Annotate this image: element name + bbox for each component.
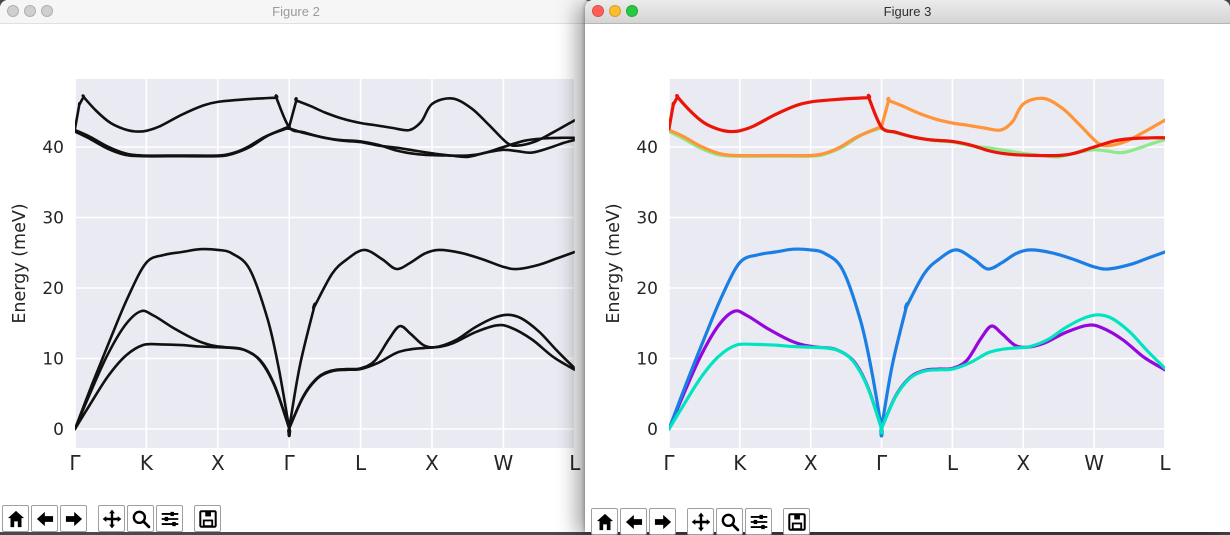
figure3-plot-canvas[interactable]: 0 10 20 30 40 Γ K X Γ L X W L Energy (meV) <box>585 0 1230 532</box>
zoom-button <box>41 5 53 17</box>
zoom-button[interactable] <box>626 5 638 17</box>
x-tick-label: L <box>947 451 959 475</box>
close-button <box>7 5 19 17</box>
x-tick-label: L <box>569 451 581 475</box>
minimize-button[interactable] <box>609 5 621 17</box>
figure2-titlebar[interactable]: Figure 2 <box>0 0 592 24</box>
arrow-right-icon <box>65 511 82 526</box>
figure2-toolbar <box>2 505 223 532</box>
move-arrows-icon <box>691 512 710 531</box>
toolbar-zoom-to-rect-button[interactable] <box>127 505 154 532</box>
y-tick-label: 30 <box>636 209 658 229</box>
home-icon <box>7 510 24 527</box>
band-LA <box>75 247 575 438</box>
magnifier-icon <box>132 510 150 528</box>
window-title: Figure 3 <box>883 4 932 19</box>
floppy-disk-icon <box>198 509 217 528</box>
y-tick-label: 10 <box>42 350 64 370</box>
x-tick-label: L <box>355 451 367 475</box>
figure2-plot-canvas[interactable]: 0 10 20 30 40 Γ K X Γ L X W L Energy (meV) <box>0 0 592 532</box>
home-icon <box>596 513 613 530</box>
close-button[interactable] <box>592 5 604 17</box>
toolbar-configure-subplots-button[interactable] <box>745 508 772 535</box>
band-TO2 <box>669 96 1165 158</box>
figure3-window: 0 10 20 30 40 Γ K X Γ L X W L Energy (meV) Figure 3 <box>585 0 1230 535</box>
band-LO <box>669 93 1165 158</box>
figure2-window: 0 10 20 30 40 Γ K X Γ L X W L Energy (meV) Figure 2 <box>0 0 592 532</box>
x-tick-label: L <box>1159 451 1171 475</box>
arrow-left-icon <box>625 514 642 529</box>
band-TO2 <box>75 96 575 157</box>
y-tick-label: 10 <box>636 350 658 370</box>
toolbar-configure-subplots-button[interactable] <box>156 505 183 532</box>
arrow-left-icon <box>36 511 53 526</box>
magnifier-icon <box>721 513 739 531</box>
minimize-button <box>24 5 36 17</box>
y-tick-label: 30 <box>42 209 64 229</box>
toolbar-back-button[interactable] <box>620 508 647 535</box>
y-tick-label: 40 <box>636 138 658 158</box>
band-TA1 <box>75 313 575 435</box>
toolbar-save-button[interactable] <box>783 508 810 535</box>
x-tick-label: W <box>494 451 514 475</box>
x-tick-label: X <box>211 451 225 475</box>
sliders-icon <box>750 514 767 529</box>
x-tick-label: Γ <box>284 451 296 475</box>
toolbar-pan-button[interactable] <box>687 508 714 535</box>
x-tick-label: W <box>1084 451 1104 475</box>
band-LA <box>669 247 1165 438</box>
sliders-icon <box>161 511 178 526</box>
axis-labels: 0 10 20 30 40 Γ K X Γ L X W L Energy (meV) <box>604 138 1171 475</box>
toolbar-home-button[interactable] <box>2 505 29 532</box>
toolbar-forward-button[interactable] <box>649 508 676 535</box>
x-tick-label: Γ <box>876 451 888 475</box>
x-tick-label: X <box>804 451 818 475</box>
y-tick-label: 0 <box>647 420 658 440</box>
band-LO <box>75 94 575 157</box>
toolbar-forward-button[interactable] <box>60 505 87 532</box>
toolbar-home-button[interactable] <box>591 508 618 535</box>
floppy-disk-icon <box>787 512 806 531</box>
axis-labels: 0 10 20 30 40 Γ K X Γ L X W L Energy (meV) <box>10 138 581 475</box>
toolbar-back-button[interactable] <box>31 505 58 532</box>
arrow-right-icon <box>654 514 671 529</box>
x-tick-label: Γ <box>663 451 675 475</box>
band-curves <box>75 94 575 438</box>
toolbar-save-button[interactable] <box>194 505 221 532</box>
figure3-titlebar[interactable]: Figure 3 <box>585 0 1230 24</box>
y-tick-label: 40 <box>42 138 64 158</box>
toolbar-zoom-to-rect-button[interactable] <box>716 508 743 535</box>
y-tick-label: 20 <box>636 279 658 299</box>
x-tick-label: K <box>733 451 747 475</box>
x-tick-label: K <box>140 451 154 475</box>
figure3-toolbar <box>591 508 812 535</box>
band-curves <box>669 93 1165 438</box>
move-arrows-icon <box>102 509 121 528</box>
x-tick-label: Γ <box>69 451 81 475</box>
band-TA1 <box>669 313 1165 435</box>
window-title: Figure 2 <box>272 4 320 19</box>
x-tick-label: X <box>425 451 439 475</box>
y-tick-label: 0 <box>53 420 64 440</box>
x-tick-label: X <box>1016 451 1030 475</box>
traffic-lights <box>7 5 53 17</box>
toolbar-pan-button[interactable] <box>98 505 125 532</box>
y-axis-label: Energy (meV) <box>604 203 624 323</box>
traffic-lights <box>592 5 638 17</box>
y-tick-label: 20 <box>42 279 64 299</box>
y-axis-label: Energy (meV) <box>10 203 30 323</box>
